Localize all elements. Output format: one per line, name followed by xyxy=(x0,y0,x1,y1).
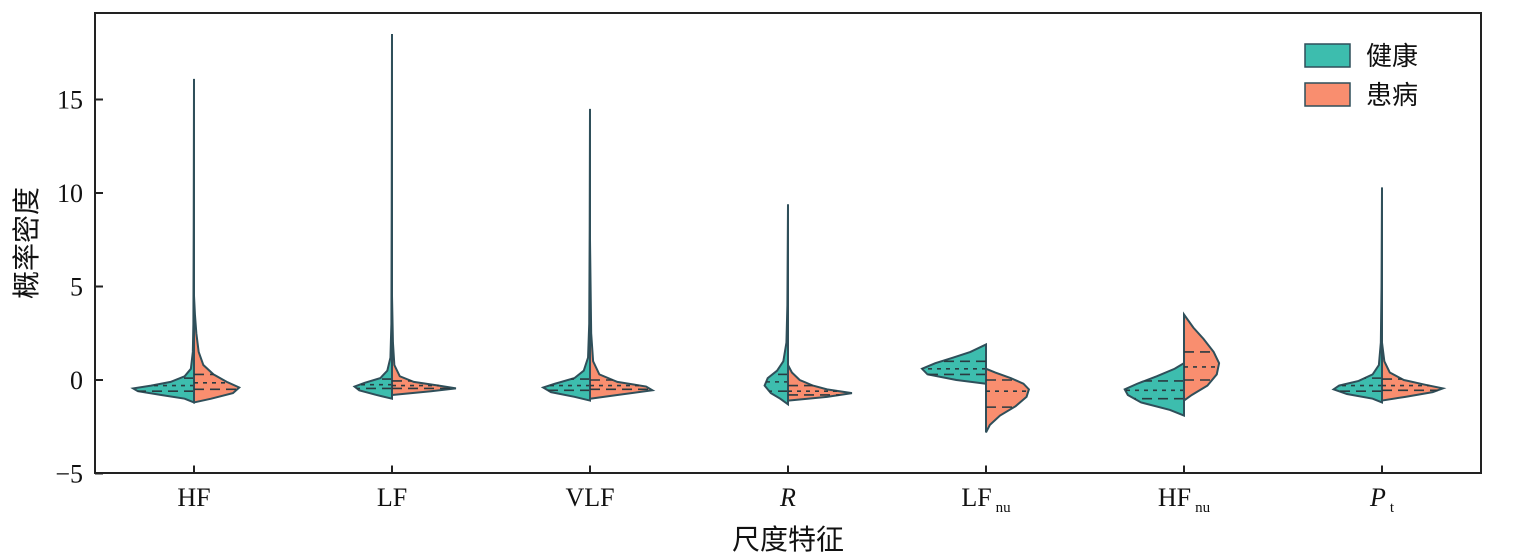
legend: 健康 患病 xyxy=(1304,42,1418,110)
violin-patient-1 xyxy=(391,295,457,397)
violin-patient-2 xyxy=(589,239,656,400)
y-tick-label: 10 xyxy=(57,179,83,208)
x-axis-label: 尺度特征 xyxy=(732,524,844,555)
y-axis-label: 概率密度 xyxy=(11,187,43,299)
violin-healthy-2 xyxy=(540,108,591,402)
violin-healthy-4 xyxy=(920,342,987,385)
plot-area xyxy=(130,34,1447,433)
legend-swatch-patient xyxy=(1304,82,1351,107)
x-tick-label: LF nu xyxy=(961,483,1011,516)
x-tick-label: VLF xyxy=(565,483,614,512)
legend-label-patient: 患病 xyxy=(1366,81,1418,110)
y-tick-label: −5 xyxy=(55,460,83,489)
violin-healthy-0 xyxy=(130,78,195,404)
violin-healthy-3 xyxy=(763,204,789,407)
y-tick-label: 0 xyxy=(70,366,83,395)
violin-patient-6 xyxy=(1381,342,1447,402)
legend-swatch-healthy xyxy=(1304,43,1351,68)
violin-healthy-1 xyxy=(352,34,393,400)
x-tick-label: HF xyxy=(177,483,210,512)
violin-patient-5 xyxy=(1183,311,1221,403)
violin-patient-0 xyxy=(193,295,242,404)
violin-healthy-6 xyxy=(1331,187,1383,404)
y-tick-label: 15 xyxy=(57,86,83,115)
y-tick-label: 5 xyxy=(70,273,83,302)
violin-patient-4 xyxy=(985,367,1031,433)
x-tick-label: LF xyxy=(377,483,407,512)
x-tick-label: R xyxy=(779,483,796,512)
violin-healthy-5 xyxy=(1123,361,1185,418)
x-tick-label: HF nu xyxy=(1158,483,1211,516)
legend-label-healthy: 健康 xyxy=(1366,42,1418,71)
